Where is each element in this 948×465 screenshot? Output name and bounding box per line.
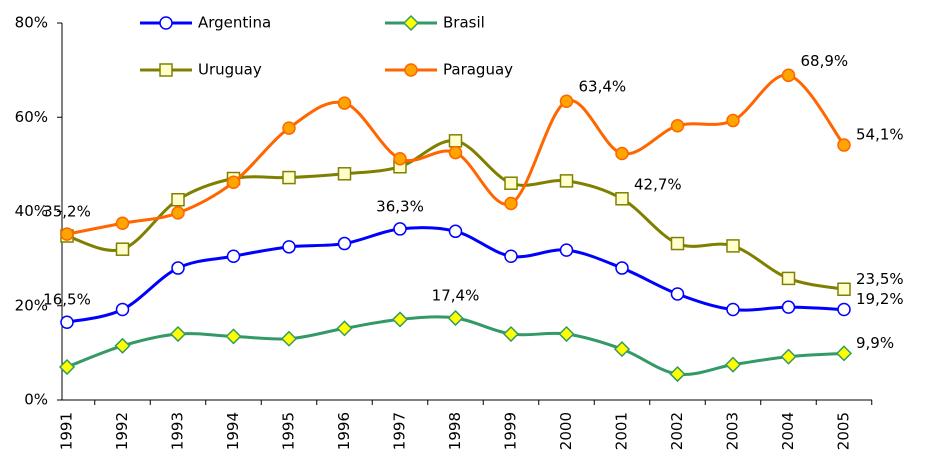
legend-label: Argentina	[198, 14, 271, 32]
legend-label: Brasil	[443, 14, 485, 32]
point	[115, 242, 130, 256]
point	[504, 196, 518, 211]
point	[670, 118, 685, 133]
point	[447, 309, 464, 327]
point	[282, 240, 296, 254]
legend-label: Uruguay	[198, 61, 262, 79]
point	[225, 328, 242, 345]
x-tick-label: 1994	[224, 412, 242, 450]
point	[835, 345, 853, 362]
point	[280, 330, 298, 347]
point	[504, 249, 518, 264]
legend-label: Paraguay	[443, 61, 513, 79]
point	[726, 113, 740, 128]
legend-marker	[159, 63, 173, 77]
point	[393, 151, 407, 166]
point	[448, 134, 463, 148]
y-tick-label: 20%	[15, 296, 48, 314]
point	[337, 167, 352, 181]
series-line	[66, 73, 846, 236]
point	[171, 261, 185, 275]
point	[448, 224, 463, 239]
point	[337, 96, 352, 110]
point	[58, 358, 76, 376]
point	[115, 216, 130, 231]
point	[169, 325, 187, 343]
point	[558, 325, 575, 343]
point	[670, 236, 685, 251]
point	[837, 138, 851, 152]
data-label: 9,9%	[856, 334, 894, 352]
data-label: 23,5%	[856, 270, 904, 288]
y-tick-label: 80%	[15, 14, 48, 32]
data-label: 19,2%	[856, 290, 904, 308]
x-tick-label: 1993	[169, 412, 187, 450]
point	[282, 170, 296, 185]
point	[502, 325, 520, 343]
x-tick-label: 1992	[113, 412, 131, 450]
data-label: 17,4%	[432, 287, 480, 305]
point	[171, 206, 185, 220]
point	[726, 302, 740, 317]
y-tick-label: 40%	[15, 202, 48, 220]
point	[60, 227, 74, 241]
point	[724, 356, 742, 373]
point	[448, 145, 463, 160]
y-tick-label: 60%	[15, 108, 48, 126]
point	[615, 192, 629, 206]
point	[670, 287, 685, 301]
data-label: 16,5%	[43, 291, 91, 309]
point	[837, 282, 851, 297]
point	[282, 121, 296, 135]
point	[559, 243, 574, 257]
legend-marker	[402, 14, 420, 32]
x-tick-label: 1995	[280, 412, 298, 450]
point	[615, 261, 629, 275]
point	[559, 94, 574, 108]
x-tick-label: 2001	[613, 412, 631, 450]
data-label: 36,3%	[376, 197, 424, 215]
x-tick-label: 2004	[779, 412, 797, 450]
x-tick-label: 1997	[391, 412, 409, 450]
point	[393, 222, 407, 236]
point	[613, 341, 631, 358]
point	[114, 337, 131, 354]
x-tick-label: 1991	[58, 412, 76, 450]
x-tick-label: 1999	[502, 412, 520, 450]
x-tick-label: 1998	[446, 412, 464, 450]
data-label: 54,1%	[856, 126, 904, 144]
x-tick-label: 2005	[835, 412, 853, 450]
point	[837, 302, 851, 317]
x-tick-label: 2000	[557, 412, 575, 450]
x-tick-label: 2003	[724, 412, 742, 450]
legend-marker	[159, 16, 173, 30]
y-tick-label: 0%	[24, 391, 48, 409]
data-label: 63,4%	[579, 78, 627, 96]
x-tick-label: 2002	[668, 412, 686, 450]
point	[391, 311, 409, 328]
point	[781, 300, 796, 314]
point	[781, 68, 796, 83]
point	[669, 366, 686, 383]
point	[226, 175, 241, 190]
data-label: 42,7%	[634, 175, 682, 193]
legend-marker	[404, 63, 418, 77]
point	[780, 348, 797, 365]
point	[559, 174, 574, 188]
point	[504, 176, 518, 190]
point	[337, 236, 352, 251]
point	[336, 320, 353, 337]
data-label: 35,2%	[43, 203, 91, 221]
data-label: 68,9%	[801, 52, 849, 70]
x-tick-label: 1996	[335, 412, 353, 450]
point	[781, 271, 796, 286]
point	[226, 249, 241, 264]
point	[615, 146, 629, 161]
point	[115, 302, 130, 317]
point	[60, 315, 74, 329]
point	[726, 239, 740, 253]
point	[171, 192, 185, 207]
